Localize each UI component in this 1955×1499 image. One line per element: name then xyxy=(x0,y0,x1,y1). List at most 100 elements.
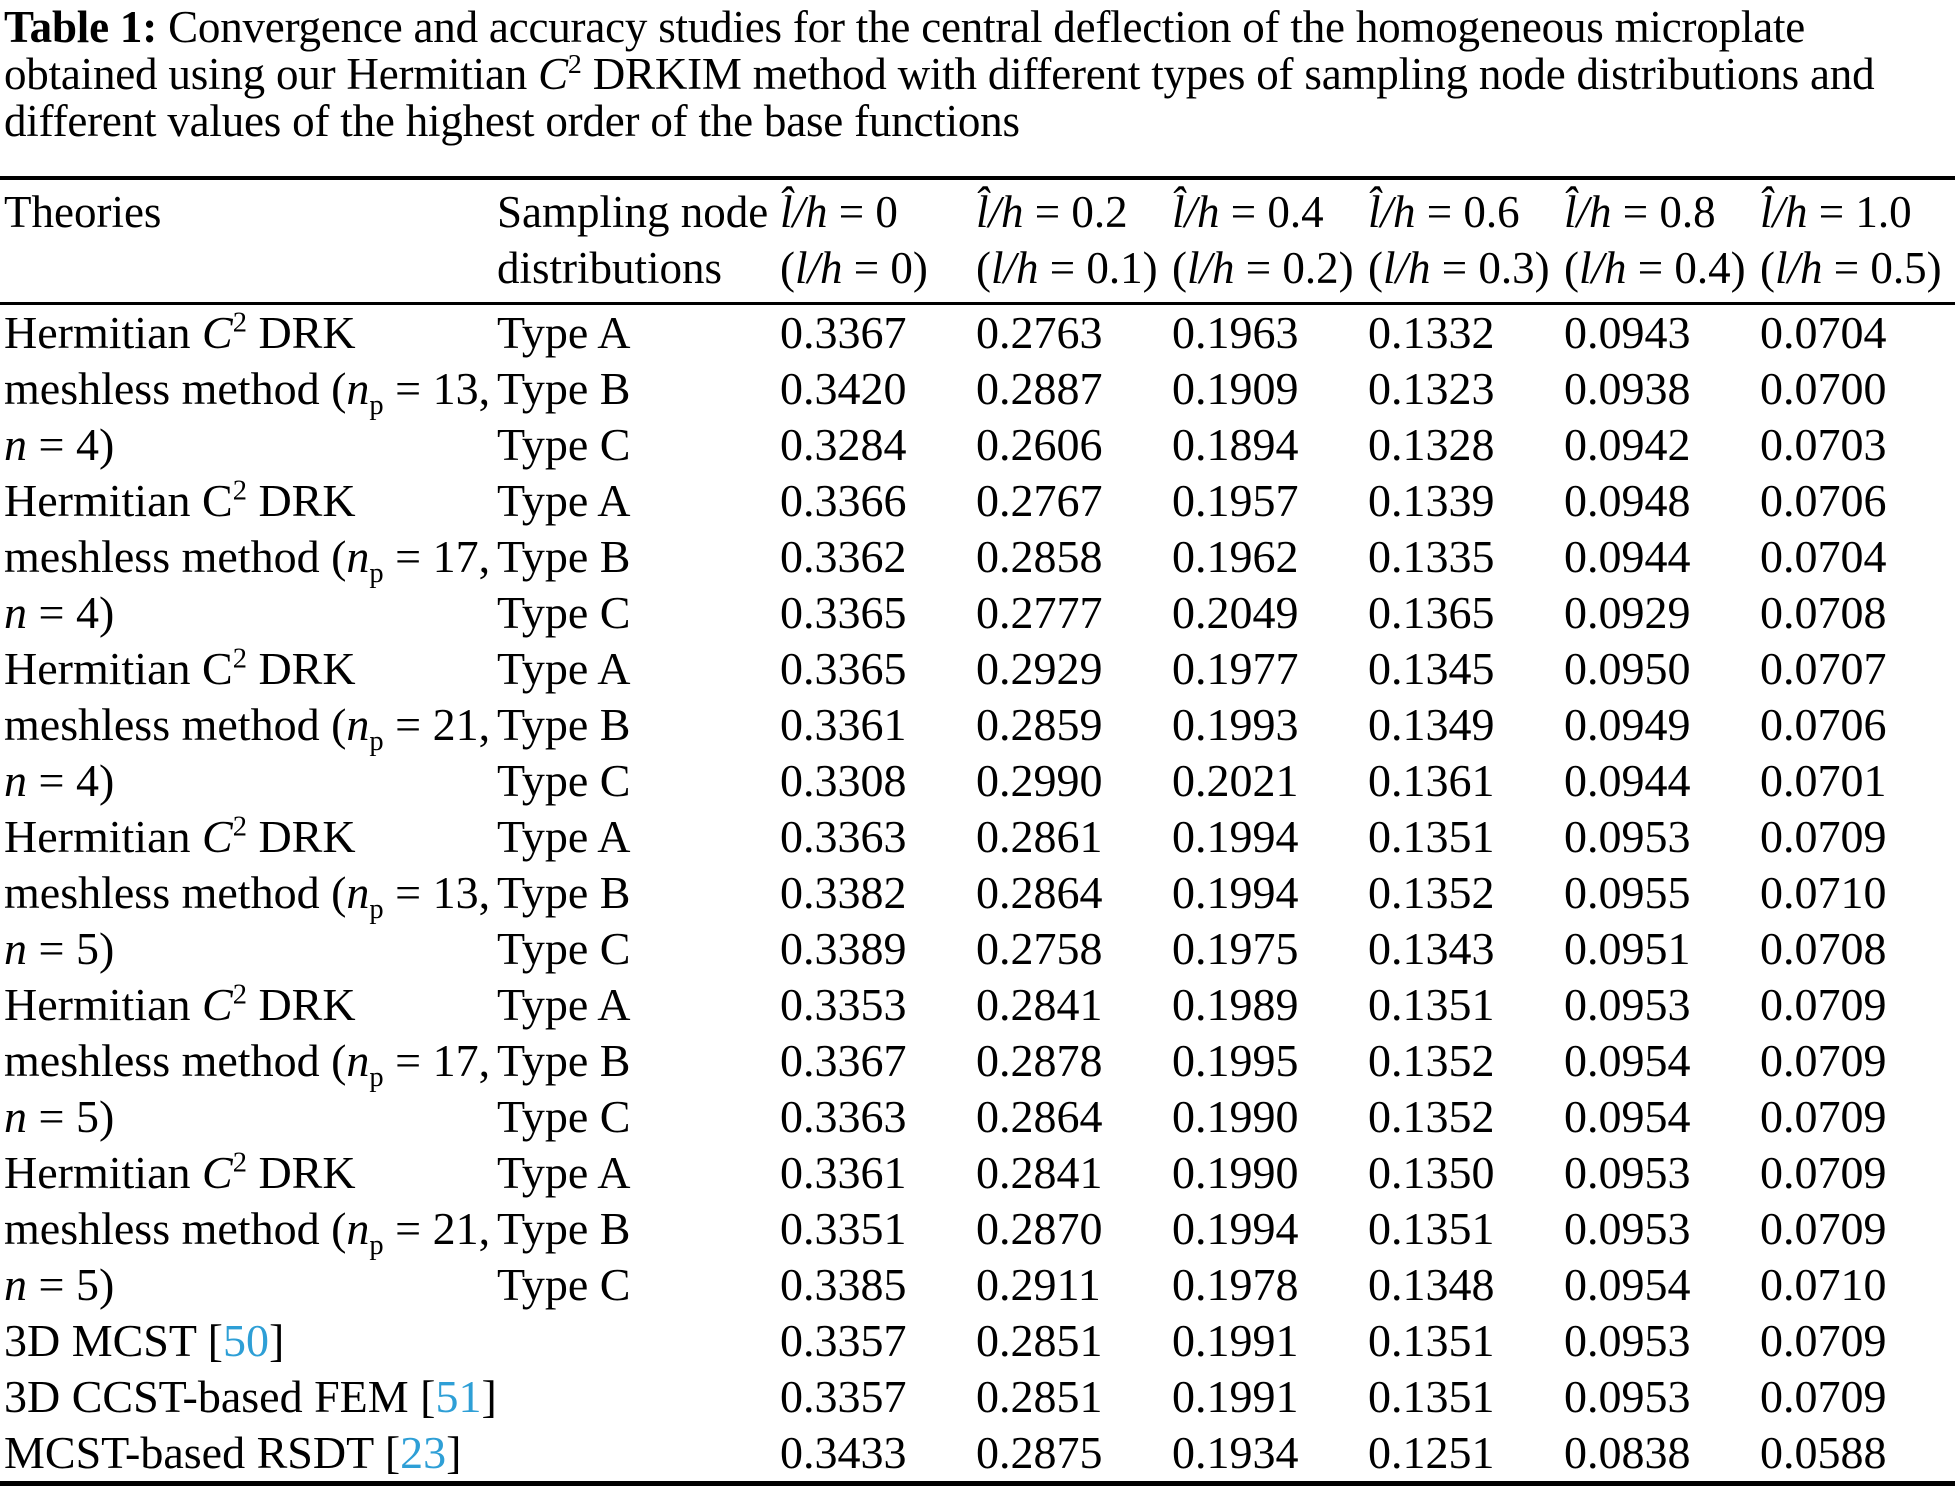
value-cell: 0.2021 xyxy=(1172,755,1299,806)
value-cell: 0.0707 xyxy=(1760,643,1887,694)
value-cell: 0.2841 xyxy=(976,979,1103,1030)
value-cell: 0.1351 xyxy=(1368,1203,1495,1254)
value-cell: 0.3363 xyxy=(780,811,907,862)
value-cell: 0.0944 xyxy=(1564,531,1691,582)
theory-label-line: meshless method (np = 13, xyxy=(4,867,491,926)
table-row: Type C 0.3385 0.2911 0.1978 0.1348 0.0954 0.07… xyxy=(0,1257,1955,1313)
value-cell: 0.1962 xyxy=(1172,531,1299,582)
value-cell: 0.2767 xyxy=(976,475,1103,526)
value-cell: 0.1975 xyxy=(1172,923,1299,974)
sampling-type-cell: Type B xyxy=(497,867,631,918)
value-cell: 0.0708 xyxy=(1760,587,1887,638)
theory-label-line: n = 5) xyxy=(4,1091,115,1142)
value-cell: 0.3308 xyxy=(780,755,907,806)
value-cell: 0.1328 xyxy=(1368,419,1495,470)
theory-label-line: Hermitian C2 DRK xyxy=(4,643,356,694)
theory-label-line: meshless method (np = 17, xyxy=(4,1035,491,1094)
sampling-type-cell: Type A xyxy=(497,811,631,862)
value-cell: 0.1351 xyxy=(1368,1315,1495,1366)
value-cell: 0.0709 xyxy=(1760,811,1887,862)
sampling-type-cell: Type A xyxy=(497,643,631,694)
value-cell: 0.0708 xyxy=(1760,923,1887,974)
value-cell: 0.1995 xyxy=(1172,1035,1299,1086)
value-cell: 0.2851 xyxy=(976,1371,1103,1422)
table-row: Type B 0.3382 0.2864 0.1994 0.1352 0.0955 0.07… xyxy=(0,865,1955,921)
value-cell: 0.1351 xyxy=(1368,979,1495,1030)
value-cell: 0.3361 xyxy=(780,699,907,750)
header-lh-plain: (l/h = 0.5) xyxy=(1760,243,1942,293)
header-lh-col-4: l̂/h = 0.8 (l/h = 0.4) xyxy=(1564,178,1760,305)
theory-label: Hermitian C2 DRK meshless method (np = 17… xyxy=(0,473,497,641)
value-cell: 0.0709 xyxy=(1760,1315,1887,1366)
theory-label: Hermitian C2 DRK meshless method (np = 17… xyxy=(0,977,497,1145)
value-cell: 0.1990 xyxy=(1172,1147,1299,1198)
value-cell: 0.0709 xyxy=(1760,1203,1887,1254)
value-cell: 0.2841 xyxy=(976,1147,1103,1198)
citation-link[interactable]: 51 xyxy=(435,1371,482,1422)
header-row: Theories Sampling node distributions l̂/… xyxy=(0,178,1955,305)
citation-link[interactable]: 23 xyxy=(400,1427,447,1478)
value-cell: 0.1990 xyxy=(1172,1091,1299,1142)
value-cell: 0.1352 xyxy=(1368,1091,1495,1142)
theory-label-line: n = 4) xyxy=(4,587,115,638)
value-cell: 0.2858 xyxy=(976,531,1103,582)
value-cell: 0.2861 xyxy=(976,811,1103,862)
header-lh-hat: l̂/h = 1.0 xyxy=(1760,187,1912,237)
value-cell: 0.1323 xyxy=(1368,363,1495,414)
sampling-type-cell: Type C xyxy=(497,419,631,470)
value-cell: 0.3365 xyxy=(780,643,907,694)
value-cell: 0.0951 xyxy=(1564,923,1691,974)
value-cell: 0.2990 xyxy=(976,755,1103,806)
value-cell: 0.2864 xyxy=(976,867,1103,918)
theory-label-line: Hermitian C2 DRK xyxy=(4,475,356,526)
value-cell: 0.0704 xyxy=(1760,531,1887,582)
theory-label-line: Hermitian C2 DRK xyxy=(4,307,356,358)
value-cell: 0.2887 xyxy=(976,363,1103,414)
value-cell: 0.0938 xyxy=(1564,363,1691,414)
header-theories: Theories xyxy=(0,178,497,305)
table-row: Type B 0.3351 0.2870 0.1994 0.1351 0.0953 0.07… xyxy=(0,1201,1955,1257)
value-cell: 0.0710 xyxy=(1760,1259,1887,1310)
value-cell: 0.3367 xyxy=(780,307,907,358)
value-cell: 0.1345 xyxy=(1368,643,1495,694)
value-cell: 0.3367 xyxy=(780,1035,907,1086)
header-lh-col-2: l̂/h = 0.4 (l/h = 0.2) xyxy=(1172,178,1368,305)
table-row: Type C 0.3365 0.2777 0.2049 0.1365 0.0929 0.07… xyxy=(0,585,1955,641)
value-cell: 0.0948 xyxy=(1564,475,1691,526)
value-cell: 0.3362 xyxy=(780,531,907,582)
theory-label-line: meshless method (np = 17, xyxy=(4,531,491,590)
sampling-type-cell: Type B xyxy=(497,531,631,582)
theory-label-line: n = 4) xyxy=(4,419,115,470)
value-cell: 0.0944 xyxy=(1564,755,1691,806)
value-cell: 0.1994 xyxy=(1172,1203,1299,1254)
value-cell: 0.1365 xyxy=(1368,587,1495,638)
value-cell: 0.0709 xyxy=(1760,1035,1887,1086)
value-cell: 0.1351 xyxy=(1368,1371,1495,1422)
value-cell: 0.0954 xyxy=(1564,1035,1691,1086)
reference-theory-label: 3D CCST-based FEM [51] xyxy=(4,1371,497,1422)
value-cell: 0.0955 xyxy=(1564,867,1691,918)
value-cell: 0.1348 xyxy=(1368,1259,1495,1310)
value-cell: 0.1361 xyxy=(1368,755,1495,806)
value-cell: 0.2911 xyxy=(976,1259,1101,1310)
header-lh-col-3: l̂/h = 0.6 (l/h = 0.3) xyxy=(1368,178,1564,305)
table-row: Type C 0.3389 0.2758 0.1975 0.1343 0.0951 0.07… xyxy=(0,921,1955,977)
value-cell: 0.0709 xyxy=(1760,1371,1887,1422)
value-cell: 0.2929 xyxy=(976,643,1103,694)
value-cell: 0.3357 xyxy=(780,1315,907,1366)
value-cell: 0.2606 xyxy=(976,419,1103,470)
value-cell: 0.3353 xyxy=(780,979,907,1030)
value-cell: 0.1352 xyxy=(1368,867,1495,918)
citation-link[interactable]: 50 xyxy=(222,1315,269,1366)
theory-label-line: meshless method (np = 21, xyxy=(4,1203,491,1262)
table-row: 3D MCST [50] 0.3357 0.2851 0.1991 0.1351 0.09… xyxy=(0,1313,1955,1369)
value-cell: 0.0942 xyxy=(1564,419,1691,470)
table-row: Type B 0.3367 0.2878 0.1995 0.1352 0.0954 0.07… xyxy=(0,1033,1955,1089)
value-cell: 0.0953 xyxy=(1564,1203,1691,1254)
value-cell: 0.1934 xyxy=(1172,1427,1299,1478)
table-row: Type B 0.3362 0.2858 0.1962 0.1335 0.0944 0.07… xyxy=(0,529,1955,585)
header-lh-hat: l̂/h = 0.4 xyxy=(1172,187,1324,237)
theory-label: Hermitian C2 DRK meshless method (np = 13… xyxy=(0,809,497,977)
value-cell: 0.1352 xyxy=(1368,1035,1495,1086)
value-cell: 0.2859 xyxy=(976,699,1103,750)
